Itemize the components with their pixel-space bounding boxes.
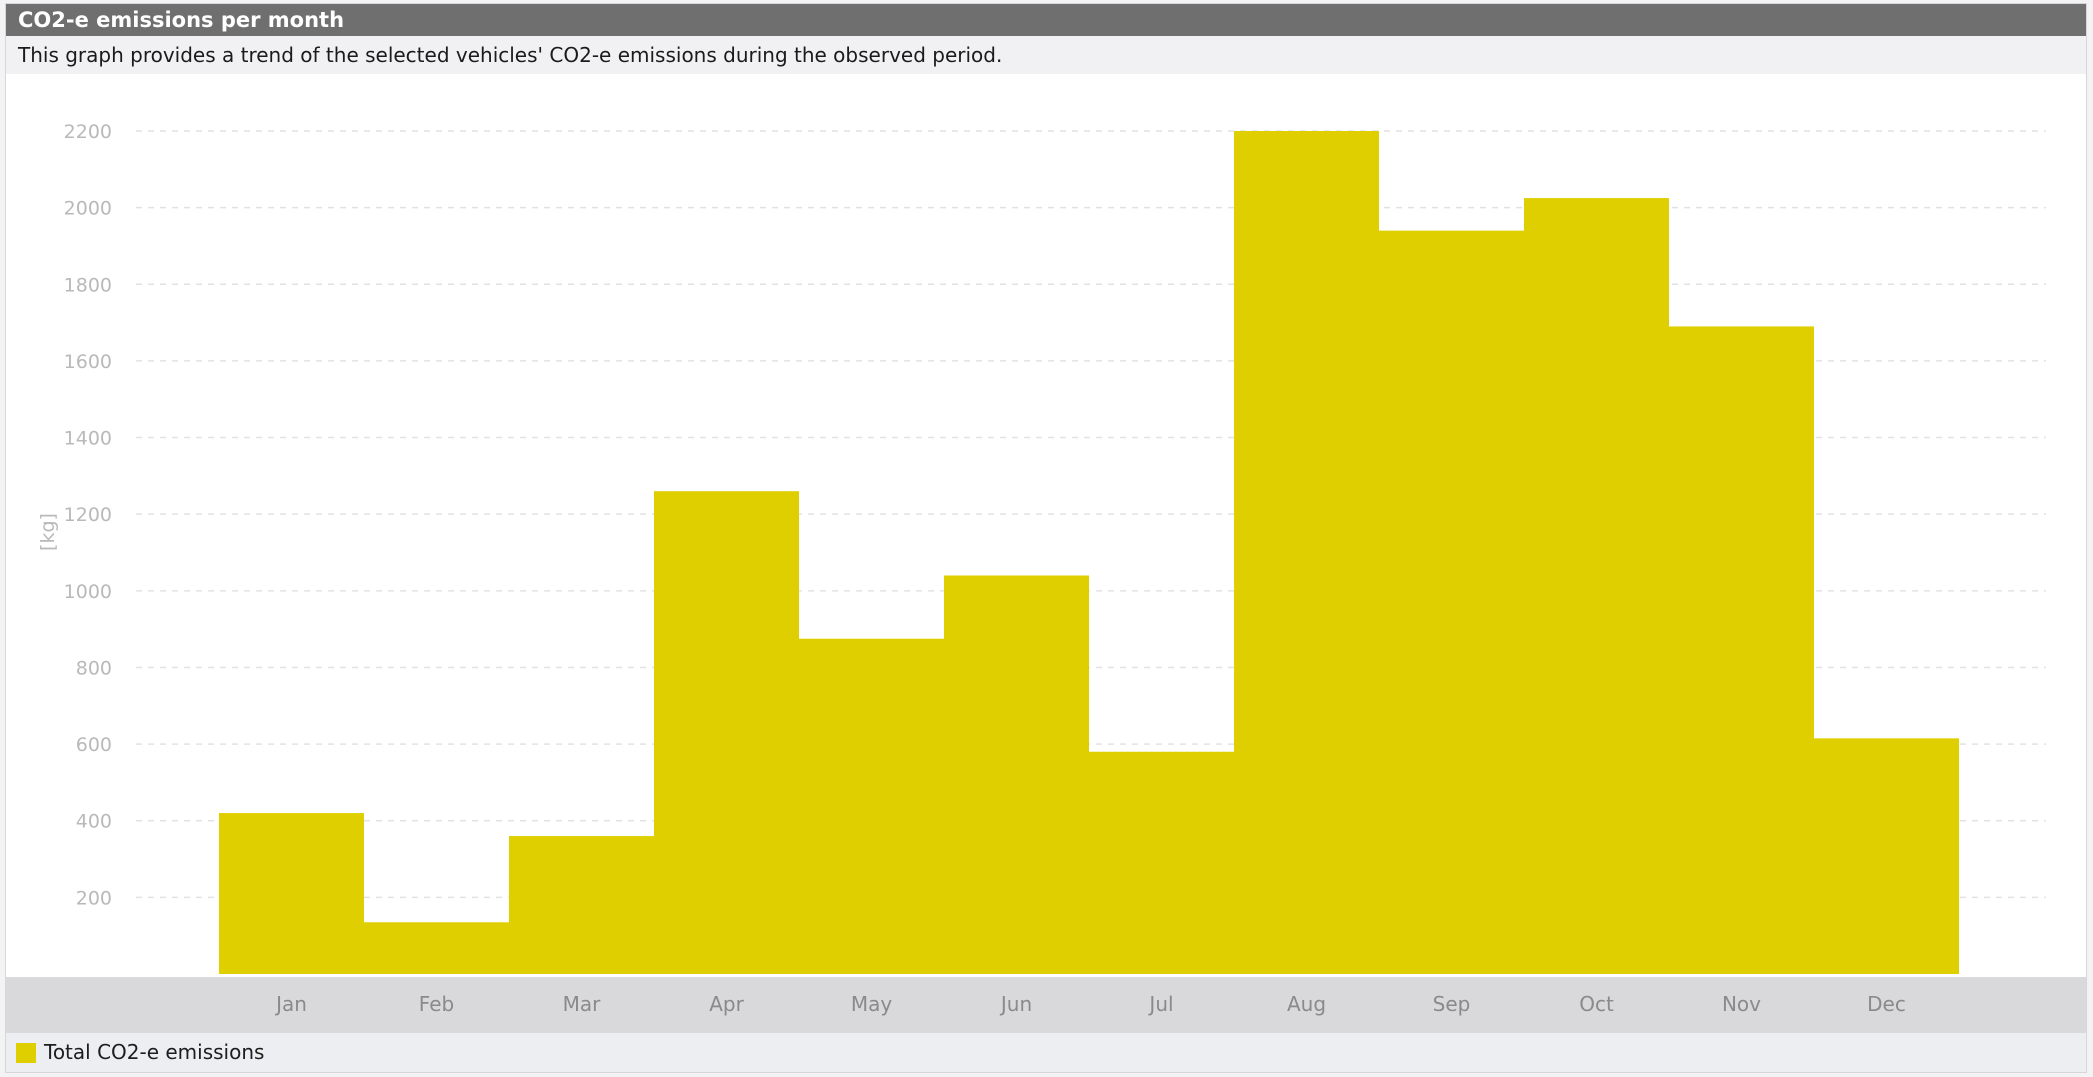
- legend-swatch: [16, 1043, 36, 1063]
- x-axis-band: [6, 977, 2086, 1033]
- x-tick-label: Jan: [274, 992, 307, 1016]
- x-tick-label: Aug: [1287, 992, 1326, 1016]
- y-tick-label: 2000: [64, 198, 112, 220]
- y-tick-label: 1000: [64, 581, 112, 603]
- bar-jun: [944, 575, 1089, 974]
- x-tick-label: Jun: [999, 992, 1032, 1016]
- bar-dec: [1814, 738, 1959, 974]
- bar-aug: [1234, 131, 1379, 974]
- bar-jul: [1089, 751, 1234, 974]
- y-tick-label: 1400: [64, 428, 112, 450]
- x-tick-label: Oct: [1579, 992, 1614, 1016]
- y-tick-label: 1800: [64, 274, 112, 296]
- bar-jan: [219, 813, 364, 974]
- chart-subtitle: This graph provides a trend of the selec…: [6, 36, 2086, 74]
- y-tick-label: 1200: [64, 504, 112, 526]
- bar-oct: [1524, 198, 1669, 974]
- bar-sep: [1379, 230, 1524, 975]
- bar-chart: 200 400 600 800 1000 1200 1400 1600 1800 2000 2200…: [37, 121, 2046, 1016]
- x-tick-label: Nov: [1722, 992, 1761, 1016]
- legend: Total CO2-e emissions: [6, 1033, 2086, 1072]
- x-tick-label: Sep: [1433, 992, 1471, 1016]
- bar-nov: [1669, 326, 1814, 974]
- legend-label[interactable]: Total CO2-e emissions: [44, 1040, 265, 1064]
- chart-title: CO2-e emissions per month: [6, 4, 2086, 36]
- y-tick-label: 200: [76, 887, 112, 909]
- x-tick-label: Apr: [709, 992, 744, 1016]
- y-tick-label: 400: [76, 811, 112, 833]
- x-tick-label: Dec: [1867, 992, 1906, 1016]
- y-tick-label: 600: [76, 734, 112, 756]
- bar-apr: [654, 491, 799, 974]
- y-tick-label: 2200: [64, 121, 112, 143]
- bar-may: [799, 638, 944, 974]
- chart-panel: CO2-e emissions per month This graph pro…: [5, 3, 2087, 1073]
- y-axis-label: [kg]: [37, 513, 59, 551]
- y-tick-label: 800: [76, 657, 112, 679]
- y-tick-label: 1600: [64, 351, 112, 373]
- bar-feb: [364, 922, 509, 974]
- x-tick-label: Mar: [563, 992, 602, 1016]
- x-tick-label: Jul: [1147, 992, 1173, 1016]
- x-tick-label: May: [851, 992, 893, 1016]
- x-tick-label: Feb: [419, 992, 454, 1016]
- bar-mar: [509, 836, 654, 974]
